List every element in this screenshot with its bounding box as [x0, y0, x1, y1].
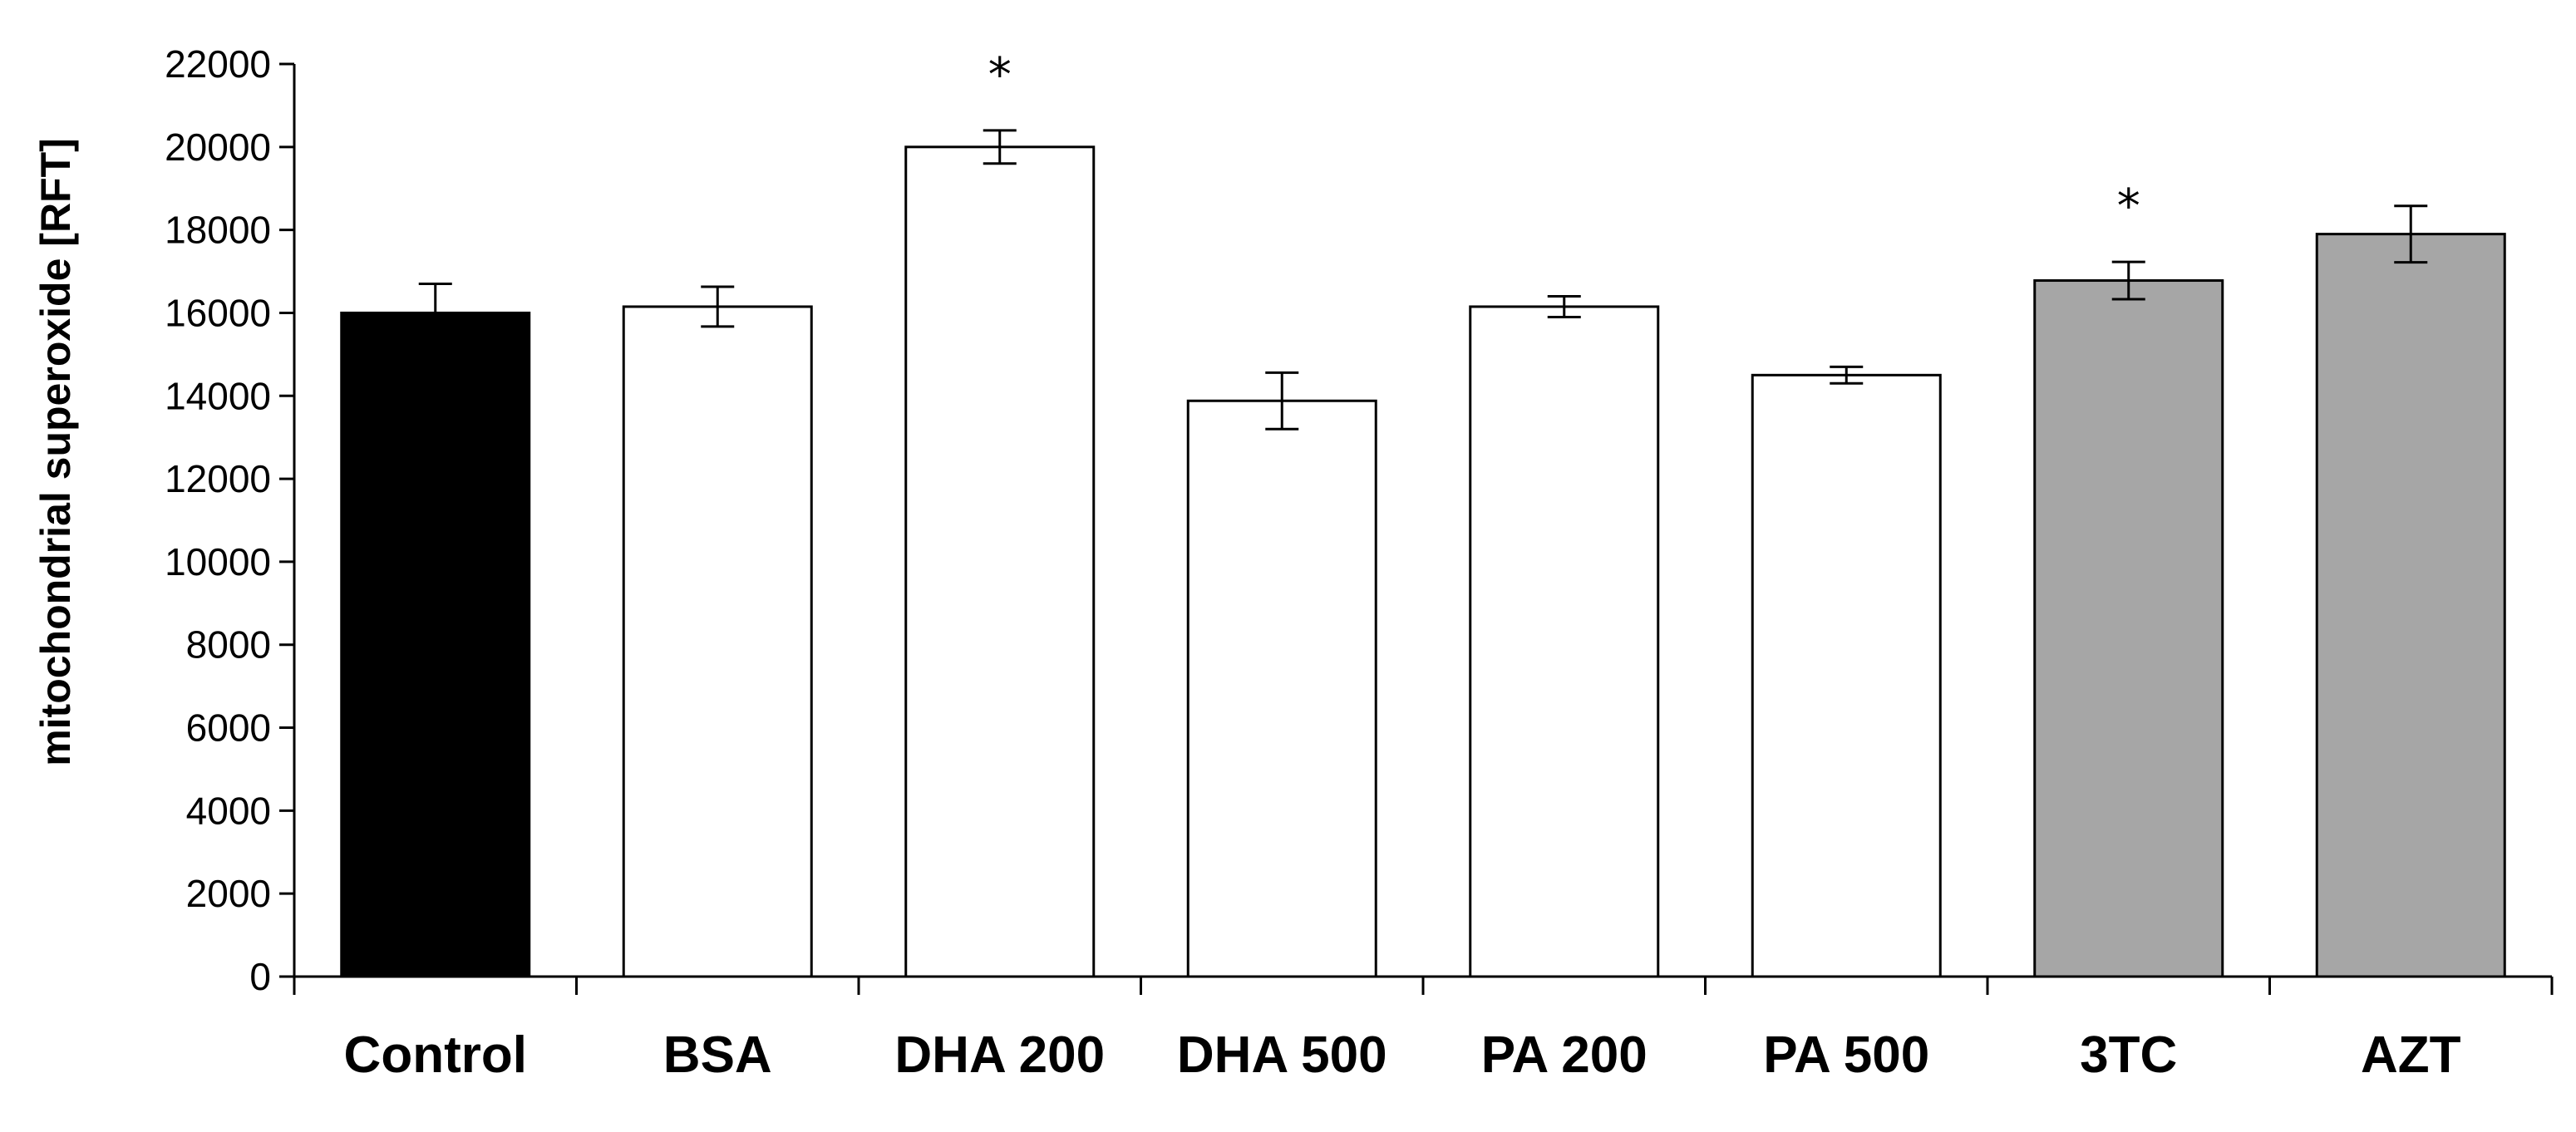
y-tick-label: 8000 [186, 623, 271, 667]
error-bar [1265, 371, 1299, 431]
y-tick-label: 6000 [186, 706, 271, 750]
y-axis-title: mitochondrial superoxide [RFT] [32, 138, 79, 766]
x-tick-label: 3TC [2080, 1026, 2177, 1084]
bars [340, 145, 2506, 978]
y-tick-label: 2000 [186, 872, 271, 915]
y-tick-label: 12000 [165, 457, 271, 500]
x-tick-label: AZT [2361, 1026, 2461, 1084]
error-bar [1547, 294, 1581, 318]
significance-marker: * [988, 48, 1012, 102]
x-tick-label: PA 500 [1763, 1026, 1929, 1084]
x-tick-label: BSA [663, 1026, 772, 1084]
bar-dha-200 [904, 145, 1096, 978]
bar-azt [2315, 233, 2506, 978]
bar-bsa [622, 305, 813, 978]
y-tick-label: 0 [249, 955, 271, 998]
x-tick-label: Control [344, 1026, 527, 1084]
error-bars [418, 129, 2428, 431]
x-tick-label: DHA 200 [894, 1026, 1105, 1084]
bar-control [340, 311, 531, 978]
error-bar [2111, 260, 2145, 301]
bar-3tc [2033, 279, 2224, 978]
significance-marker: * [2117, 180, 2140, 234]
y-axis: 0 2000 4000 6000 8000 10000 12000 14000 16000 180… [165, 42, 296, 998]
x-tick-label: PA 200 [1481, 1026, 1648, 1084]
x-axis: Control BSA DHA 200 DHA 500 PA 200 PA 500 3TC A… [293, 975, 2554, 1084]
y-tick-label: 4000 [186, 789, 271, 832]
error-bar [418, 283, 452, 313]
error-bar [1830, 365, 1864, 385]
y-tick-label: 16000 [165, 291, 271, 334]
y-tick-label: 10000 [165, 540, 271, 583]
y-tick-label: 14000 [165, 374, 271, 417]
error-bar [983, 129, 1017, 165]
error-bar [2394, 204, 2428, 264]
annotations: ** [988, 48, 2140, 234]
y-tick-label: 20000 [165, 126, 271, 169]
y-tick-label: 22000 [165, 42, 271, 86]
bar-pa-200 [1469, 305, 1660, 978]
bar-pa-500 [1751, 373, 1942, 978]
bar-dha-500 [1186, 399, 1377, 978]
y-tick-label: 18000 [165, 209, 271, 252]
x-tick-label: DHA 500 [1177, 1026, 1387, 1084]
error-bar [701, 285, 735, 328]
